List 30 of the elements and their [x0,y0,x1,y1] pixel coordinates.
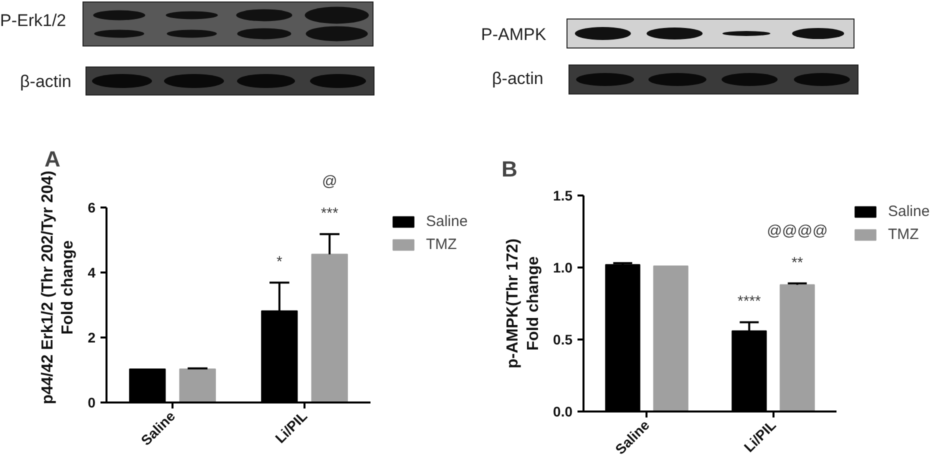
y-tick-label: 1.5 [553,188,573,204]
annotation: **** [738,293,762,310]
annotation: ** [791,254,804,272]
y-tick-label: 0.0 [553,404,573,420]
text: P-Erk1/2 [0,10,66,32]
bar [653,266,688,412]
text: β-actin [492,68,544,90]
legend-label: Saline [426,213,468,230]
text: β-actin [20,71,72,93]
chart-title: B [502,156,518,182]
text: P-AMPK [481,24,546,46]
y-tick-label: 1.0 [553,260,573,276]
y-tick-label: 2 [88,330,96,346]
annotation: * [276,254,282,271]
bar [311,254,348,402]
annotation: *** [320,205,338,222]
bar [179,368,216,402]
y-tick-label: 4 [88,264,96,280]
annotation: @@@@ [766,222,828,240]
legend-label: TMZ [888,226,919,243]
y-tick-label: 6 [88,200,96,216]
bar [780,284,815,412]
chart-title: A [44,146,60,172]
legend-label: TMZ [426,236,457,253]
y-tick-label: 0 [88,394,96,410]
text: @ [322,173,338,190]
y-axis-title: p-AMPK(Thr 172) Fold change [504,238,542,368]
y-axis-title: p44/42 Erk1/2 (Thr 202/Tyr 204) Fold change [39,170,77,404]
legend-label: Saline [888,203,930,220]
y-tick-label: 0.5 [553,332,573,348]
